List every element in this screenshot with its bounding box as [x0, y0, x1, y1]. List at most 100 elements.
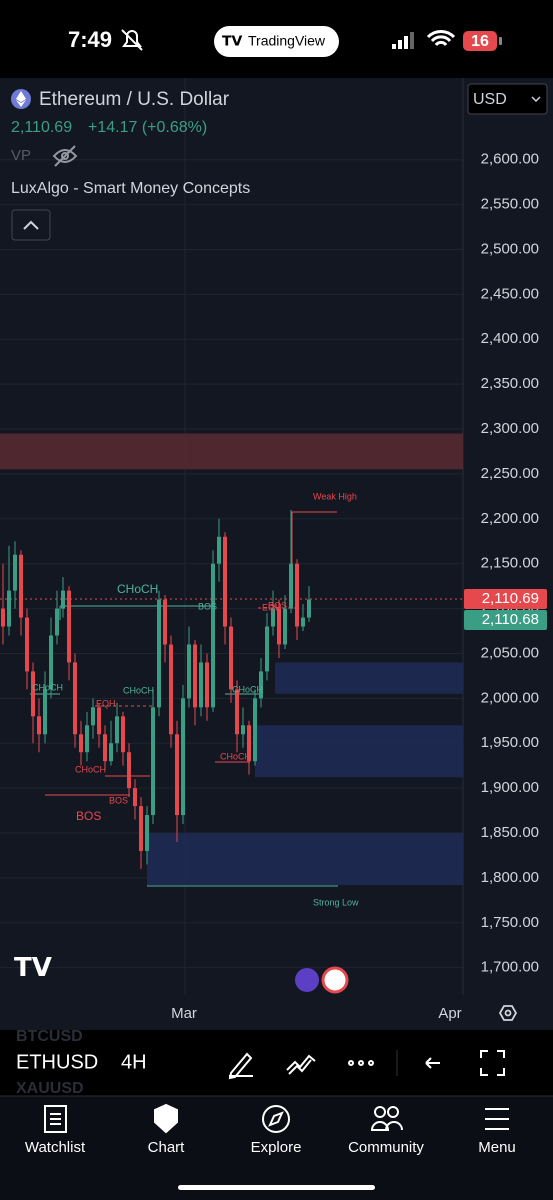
zone — [147, 833, 463, 886]
candle-body — [307, 599, 311, 618]
candle-body — [181, 698, 185, 816]
settings-icon[interactable] — [498, 1005, 518, 1021]
tab-label[interactable]: Explore — [251, 1139, 302, 1156]
candle-body — [109, 743, 113, 762]
symbol-title: Ethereum / U.S. Dollar — [39, 89, 230, 110]
annotation: BOS — [268, 600, 287, 610]
tab-icons — [44, 1103, 509, 1134]
candle-body — [289, 563, 293, 609]
candles — [1, 509, 311, 869]
y-tick-label: 1,900.00 — [481, 779, 539, 796]
y-tick-label: 1,850.00 — [481, 824, 539, 841]
signal-icon — [392, 32, 414, 49]
annotation: BOS — [109, 795, 128, 805]
y-tick-label: 1,950.00 — [481, 734, 539, 751]
candle-body — [37, 716, 41, 735]
candle-body — [115, 716, 119, 744]
ghost-symbol: BTCUSD — [16, 1028, 83, 1045]
collapse-icon — [23, 220, 39, 230]
zones — [0, 433, 463, 886]
x-label: Mar — [171, 1005, 197, 1022]
candle-body — [133, 788, 137, 807]
y-tick-label: 2,350.00 — [481, 375, 539, 392]
annotation: CHoCH — [75, 764, 106, 774]
candle-body — [103, 734, 107, 762]
select-caret — [531, 96, 541, 103]
tab-label[interactable]: Chart — [148, 1139, 186, 1156]
candle-body — [61, 590, 65, 609]
annotation: CHoCH — [220, 751, 251, 761]
candle-body — [145, 815, 149, 851]
annotation: BOS — [198, 601, 217, 611]
candle-body — [79, 734, 83, 753]
zone — [0, 433, 463, 470]
candle-body — [205, 662, 209, 708]
candle-body — [43, 689, 47, 735]
y-tick-label: 1,750.00 — [481, 914, 539, 931]
currency-select[interactable] — [467, 83, 548, 115]
flag-icon[interactable] — [321, 966, 349, 994]
app-pill[interactable] — [214, 26, 339, 57]
tab-label[interactable]: Menu — [478, 1139, 516, 1156]
annotation: CHoCH — [32, 682, 63, 692]
candle-body — [253, 698, 257, 762]
toolbar-symbol[interactable]: ETHUSD — [16, 1051, 98, 1073]
last-price: 2,110.69 — [11, 119, 72, 136]
candle-body — [157, 599, 161, 708]
y-tick-label: 2,400.00 — [481, 330, 539, 347]
tab-label[interactable]: Community — [348, 1139, 424, 1156]
toolbar-interval[interactable]: 4H — [121, 1051, 147, 1073]
y-tick-label: 1,700.00 — [481, 959, 539, 976]
candle-body — [67, 590, 71, 663]
annotation: EQH — [262, 602, 282, 612]
pill-logo: 𝗧𝗩 — [222, 33, 243, 49]
pill-app: TradingView — [248, 33, 326, 49]
candle-body — [85, 725, 89, 753]
candle-body — [7, 590, 11, 627]
tab-label[interactable]: Watchlist — [25, 1139, 86, 1156]
candle-body — [91, 707, 95, 726]
annotation: CHoCH — [232, 684, 263, 694]
candle-body — [19, 554, 23, 618]
price-axis: 2,600.00 2,550.00 2,500.00 2,450.00 2,400.00… — [464, 151, 547, 976]
candle-body — [97, 707, 101, 735]
ghost-symbol: XAUUSD — [16, 1080, 84, 1097]
candle-body — [139, 806, 143, 851]
annotation: EQH — [96, 698, 116, 708]
annotation: BOS — [76, 809, 101, 823]
status-time: 7:49 — [68, 27, 112, 52]
eth-glyph — [16, 91, 26, 107]
zone — [275, 662, 463, 694]
candle-body — [1, 608, 5, 627]
y-tick-label: 2,450.00 — [481, 285, 539, 302]
y-tick-label: 2,050.00 — [481, 644, 539, 661]
indicator-name: LuxAlgo - Smart Money Concepts — [11, 180, 250, 197]
candle-body — [163, 599, 167, 645]
chart-bg — [0, 78, 553, 1030]
y-tick-label: 2,150.00 — [481, 555, 539, 572]
ai-icon[interactable] — [295, 968, 319, 992]
battery-level: 16 — [471, 33, 489, 50]
collapse-button[interactable] — [11, 209, 51, 241]
price-change: +14.17 (+0.68%) — [88, 119, 207, 136]
toolbar-icons[interactable] — [228, 1050, 505, 1080]
price-badge — [464, 609, 547, 630]
hide-icon[interactable] — [52, 145, 78, 167]
candle-body — [199, 662, 203, 708]
candle-body — [175, 734, 179, 816]
candle-body — [277, 608, 281, 645]
y-tick-label: 2,300.00 — [481, 420, 539, 437]
annotation: Strong Low — [313, 897, 359, 907]
y-tick-label: 2,500.00 — [481, 240, 539, 257]
y-tick-label: 1,800.00 — [481, 869, 539, 886]
annotation: Weak High — [313, 491, 357, 501]
candle-body — [247, 725, 251, 762]
y-tick-label: 2,000.00 — [481, 689, 539, 706]
tab-bar — [0, 1096, 553, 1200]
mute-icon — [121, 29, 143, 51]
price-badge-label: 2,110.68 — [482, 611, 539, 628]
candle-body — [127, 752, 131, 789]
